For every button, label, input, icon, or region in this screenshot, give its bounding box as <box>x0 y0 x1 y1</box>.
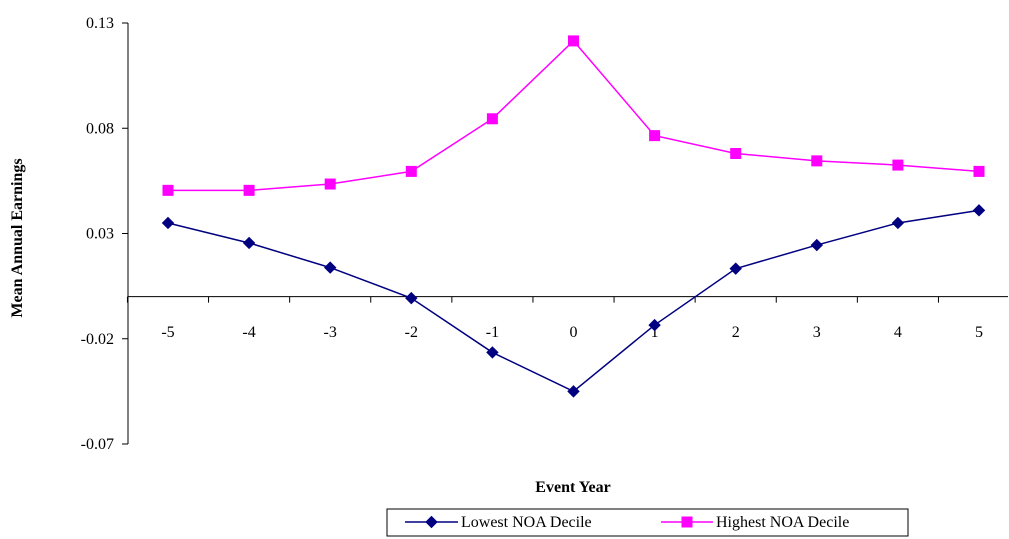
series-line <box>168 39 980 192</box>
x-tick-label: 0 <box>570 324 578 341</box>
y-tick-label: 0.08 <box>86 120 114 137</box>
legend: Lowest NOA Decile Highest NOA Decile <box>386 508 909 537</box>
x-tick-label: -2 <box>405 324 418 341</box>
x-tick-label: -5 <box>161 324 174 341</box>
y-tick-label: 0.03 <box>86 226 114 243</box>
x-tick-label: -3 <box>324 324 337 341</box>
data-point-marker <box>567 385 580 398</box>
data-point-marker <box>161 216 175 230</box>
data-point-marker <box>405 165 417 177</box>
y-tick-label: -0.02 <box>81 331 114 348</box>
legend-label: Lowest NOA Decile <box>461 514 592 531</box>
data-point-marker <box>892 159 904 171</box>
series-layer <box>161 35 986 398</box>
data-point-marker <box>648 318 661 332</box>
data-point-marker <box>324 178 336 190</box>
y-axis-title: Mean Annual Earnings <box>9 158 26 317</box>
data-point-marker <box>810 238 824 252</box>
data-point-marker <box>730 148 742 160</box>
legend-item: Lowest NOA Decile <box>405 514 592 531</box>
x-tick-label: 3 <box>813 324 821 341</box>
data-point-marker <box>649 130 661 142</box>
legend-label: Highest NOA Decile <box>716 514 849 531</box>
y-tick-label: 0.13 <box>86 15 114 32</box>
data-point-marker <box>323 261 337 274</box>
data-point-marker <box>486 346 499 359</box>
x-tick-label: 5 <box>975 324 983 341</box>
data-point-marker <box>811 155 823 167</box>
x-tick-label: -1 <box>486 324 499 341</box>
data-point-marker <box>568 35 579 47</box>
y-tick-label: -0.07 <box>81 436 114 453</box>
legend-swatch-marker <box>425 515 438 529</box>
data-point-marker <box>972 204 986 217</box>
data-point-marker <box>729 262 742 275</box>
data-point-marker <box>162 184 174 196</box>
x-tick-label: 1 <box>651 324 659 341</box>
legend-item: Highest NOA Decile <box>661 514 849 531</box>
axes: 0.13 0.08 0.03 -0.02 -0.07 -5 -4 -3 -2 -1 0 1 2 3 4 5 <box>81 15 1008 453</box>
data-point-marker <box>243 184 255 196</box>
legend-swatch-marker <box>681 516 693 528</box>
x-tick-label: 2 <box>732 324 740 341</box>
data-point-marker <box>891 216 905 230</box>
data-point-marker <box>242 236 256 250</box>
x-tick-label: 4 <box>894 324 902 341</box>
series-highest-noa-decile <box>162 35 985 196</box>
data-point-marker <box>405 291 418 305</box>
data-point-marker <box>973 165 985 177</box>
legend-items: Lowest NOA Decile Highest NOA Decile <box>405 514 849 531</box>
x-axis-title: Event Year <box>535 479 610 496</box>
series-lowest-noa-decile <box>161 204 986 398</box>
x-tick-label: -4 <box>242 324 255 341</box>
data-point-marker <box>486 113 498 125</box>
legend-box <box>386 508 909 537</box>
